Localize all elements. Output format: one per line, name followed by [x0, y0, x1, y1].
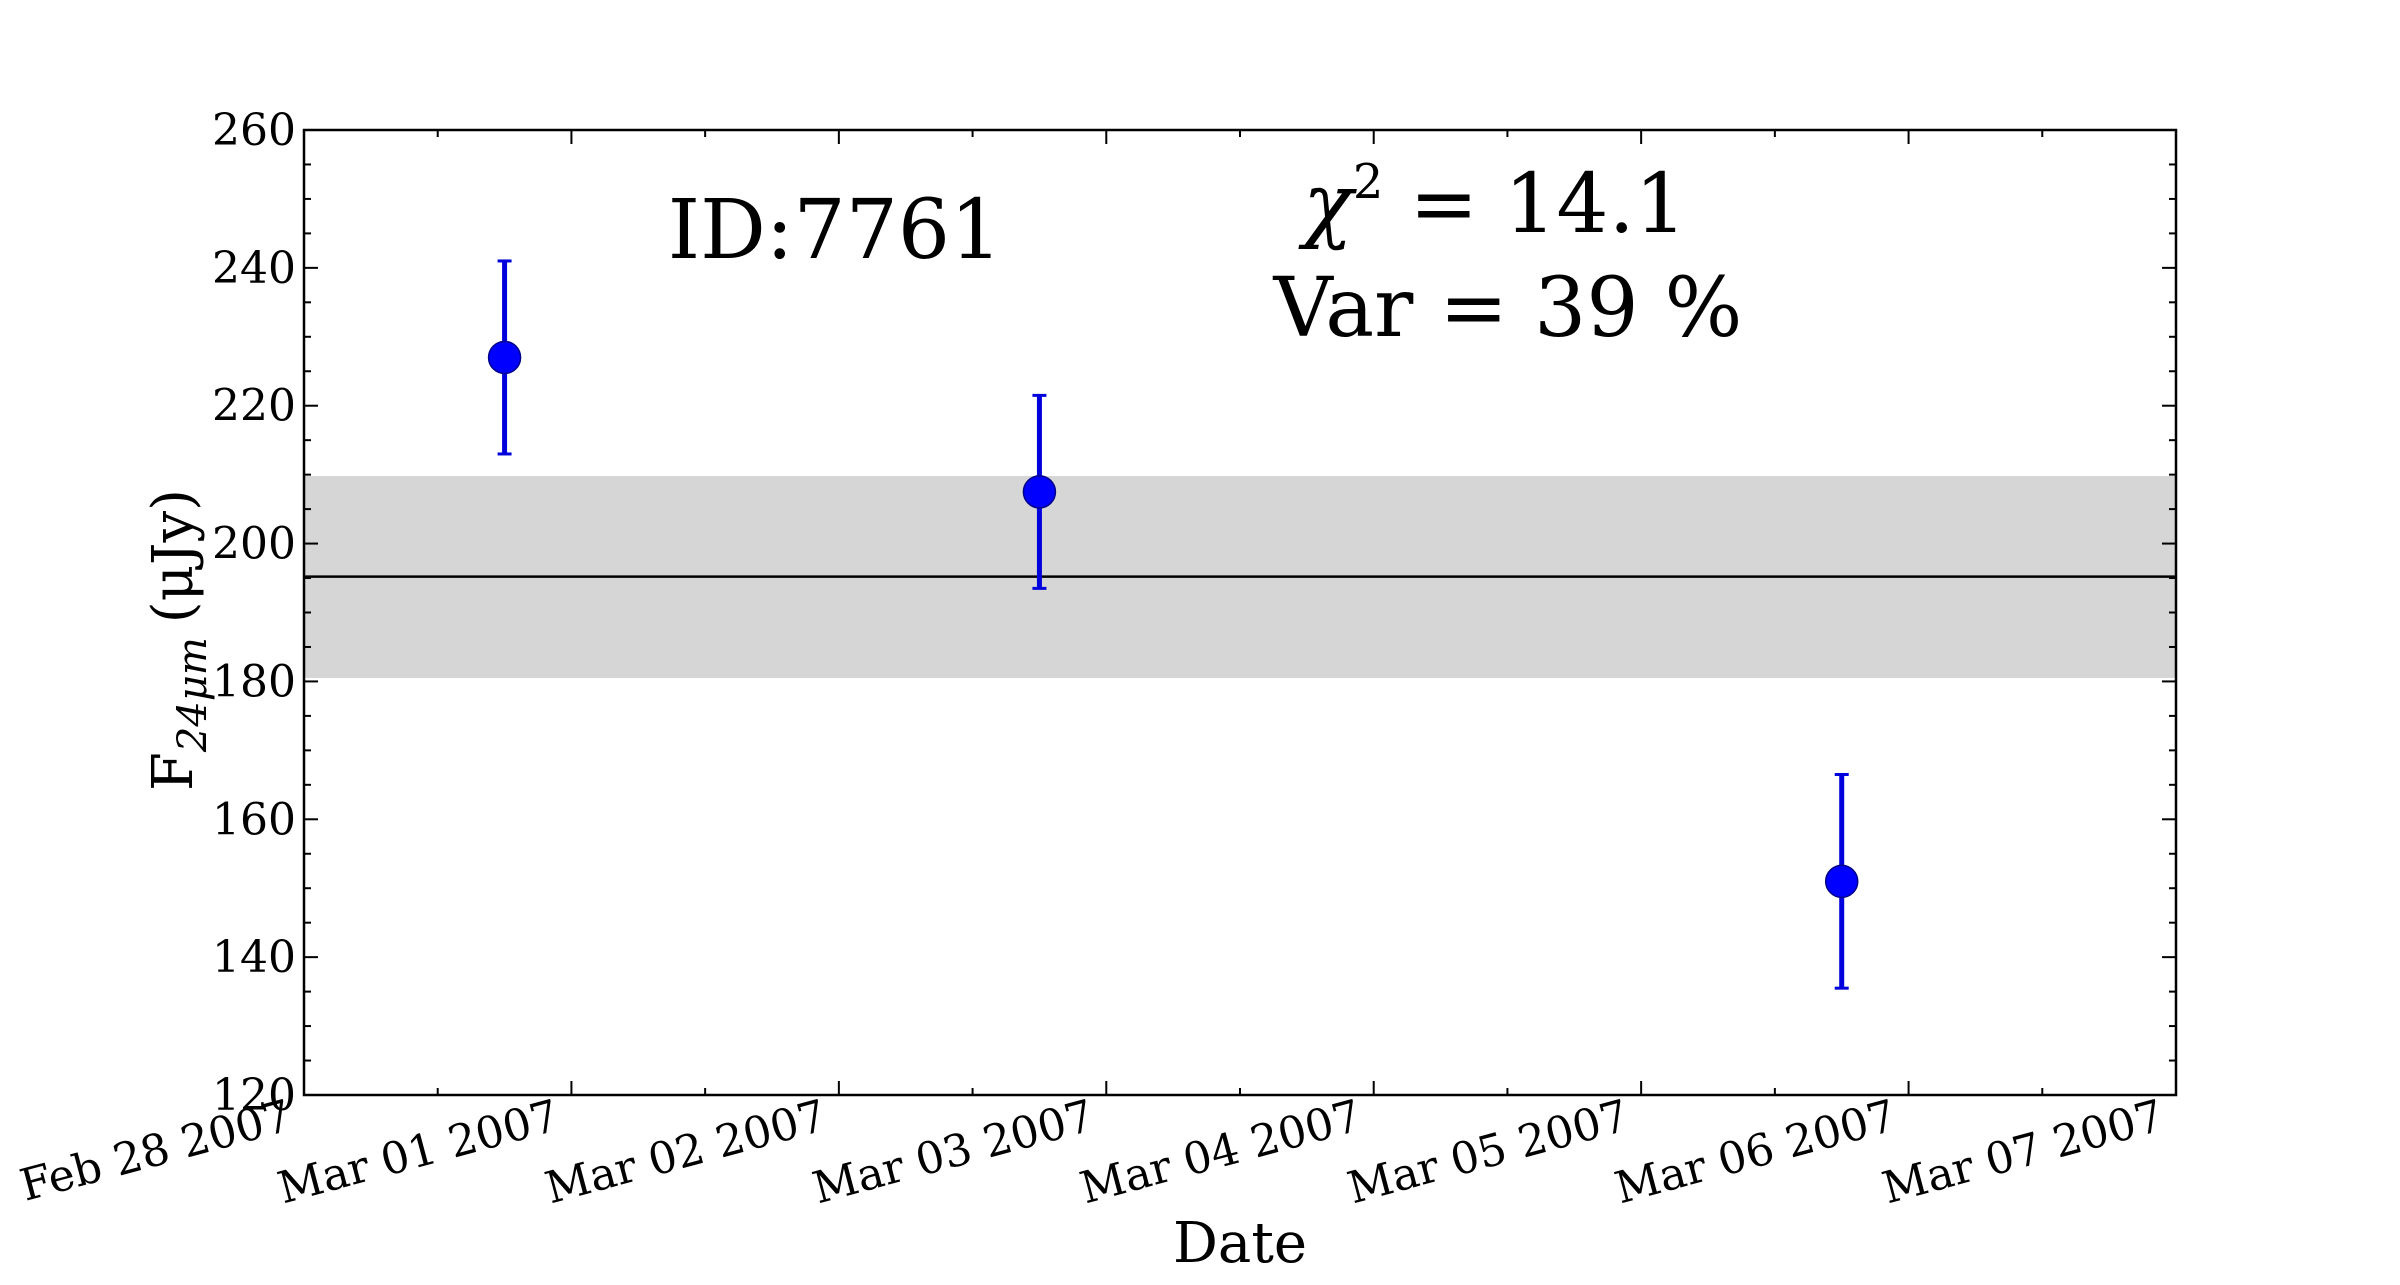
chi2-symbol: χ	[1298, 157, 1357, 252]
data-point	[1022, 475, 1057, 509]
x-axis-title: Date	[1173, 1211, 1307, 1276]
y-tick-label: 180	[212, 656, 296, 707]
id-annotation: ID:7761	[668, 183, 1002, 278]
y-tick-label: 240	[212, 243, 296, 294]
plot-frame	[302, 128, 2178, 1097]
y-tick-label: 140	[212, 932, 296, 983]
y-tick-label: 160	[212, 794, 296, 845]
data-point	[1824, 864, 1859, 899]
y-tick-label: 260	[212, 105, 296, 156]
uncertainty-band-layer	[304, 476, 2176, 678]
chi2-power: 2	[1353, 154, 1384, 210]
chi2-annotation: χ2 = 14.1	[1298, 154, 1687, 252]
y-axis-title: F24μm (μJy)	[141, 489, 216, 791]
y-tick-label: 200	[212, 519, 296, 570]
y-tick-labels: 120 140 160 180 200 220 240 260	[212, 105, 296, 1121]
y-axis-title-subscript: 24μm	[170, 637, 216, 753]
y-axis-title-main: F	[141, 752, 206, 791]
chi2-value: = 14.1	[1383, 157, 1686, 252]
y-tick-label: 120	[212, 1070, 296, 1121]
data-layer	[487, 259, 1859, 990]
variability-annotation: Var = 39 %	[1273, 261, 1743, 356]
y-tick-label: 220	[212, 381, 296, 432]
data-point	[487, 340, 522, 375]
y-axis-title-unit: (μJy)	[141, 489, 206, 623]
